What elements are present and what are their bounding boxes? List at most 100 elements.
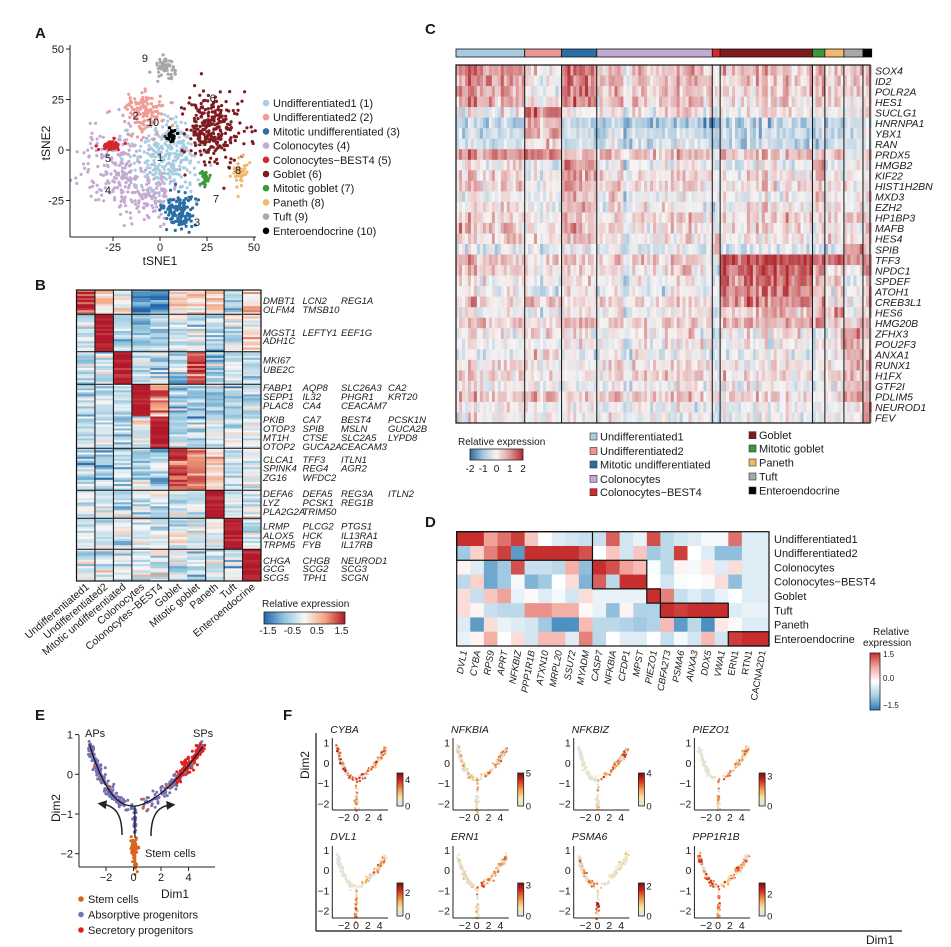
- heatmap-cell: [205, 561, 225, 565]
- heatmap-cell: [537, 349, 541, 361]
- heatmap-cell: [76, 414, 96, 417]
- heatmap-cell: [537, 138, 541, 150]
- heatmap-cell: [527, 328, 532, 340]
- y-axis-title: tSNE2: [39, 125, 53, 160]
- heatmap-cell: [242, 324, 262, 328]
- tsne-point-cluster-1: [182, 157, 186, 162]
- heatmap-cell: [608, 170, 612, 182]
- heatmap-cell: [509, 338, 514, 350]
- heatmap-cell: [473, 65, 478, 76]
- heatmap-cell: [602, 338, 606, 350]
- heatmap-cell: [131, 353, 151, 357]
- heatmap-cell: [558, 412, 562, 424]
- heatmap-cell: [521, 96, 525, 108]
- heatmap-cell: [205, 490, 225, 493]
- heatmap-cell: [113, 368, 133, 371]
- marker-gene-label: EEF1G: [341, 328, 372, 339]
- heatmap-cell: [150, 446, 170, 449]
- tsne-point-cluster-6: [213, 95, 217, 99]
- heatmap-cell: [543, 117, 547, 129]
- heatmap-cell: [582, 222, 586, 234]
- cluster-number-label: 7: [213, 193, 219, 205]
- heatmap-cell: [465, 275, 469, 287]
- heatmap-cell: [561, 317, 565, 329]
- heatmap-cell: [131, 545, 151, 548]
- heatmap-cell: [465, 265, 469, 276]
- heatmap-cell: [224, 502, 243, 505]
- tsne-point-cluster-8: [242, 164, 246, 168]
- tsne-point-cluster-6: [196, 117, 200, 121]
- heatmap-cell: [242, 559, 262, 563]
- heatmap-cell: [515, 107, 520, 118]
- tsne-point-cluster-3: [196, 198, 201, 202]
- heatmap-cell: [524, 180, 529, 192]
- heatmap-cell: [567, 359, 571, 371]
- heatmap-cell: [599, 117, 603, 129]
- tsne-point-cluster-4: [141, 206, 145, 210]
- heatmap-cell: [76, 444, 96, 447]
- x-tick-label: 25: [201, 242, 213, 254]
- heatmap-cell: [94, 428, 114, 431]
- heatmap-cell: [168, 434, 188, 437]
- heatmap-cell: [76, 320, 96, 323]
- heatmap-cell: [242, 555, 262, 559]
- heatmap-cell: [494, 391, 499, 403]
- heatmap-cell: [242, 452, 262, 455]
- heatmap-cell: [629, 138, 633, 150]
- heatmap-cell: [242, 320, 262, 323]
- heatmap-cell: [470, 391, 475, 403]
- heatmap-cell: [555, 296, 559, 308]
- heatmap-cell: [150, 406, 170, 409]
- heatmap-cell: [76, 561, 96, 565]
- tsne-point-cluster-4: [82, 166, 87, 170]
- heatmap-cell: [224, 374, 243, 377]
- heatmap-cell: [187, 322, 206, 325]
- heatmap-cell: [113, 514, 133, 517]
- heatmap-cell: [205, 450, 225, 453]
- heatmap-cell: [491, 86, 496, 97]
- heatmap-cell: [576, 222, 580, 234]
- heatmap-cell: [582, 191, 586, 203]
- heatmap-cell: [611, 180, 615, 192]
- heatmap-cell: [131, 339, 151, 342]
- heatmap-cell: [150, 458, 170, 462]
- heatmap-cell: [76, 404, 96, 407]
- tsne-point-cluster-4: [121, 173, 125, 177]
- tsne-point-cluster-6: [202, 132, 206, 137]
- heatmap-cell: [590, 307, 595, 319]
- heatmap-cell: [614, 86, 618, 97]
- heatmap-cell: [521, 338, 525, 350]
- heatmap-cell: [224, 504, 243, 507]
- heatmap-cell: [465, 180, 469, 192]
- tsne-point-cluster-1: [158, 151, 162, 155]
- heatmap-cell: [602, 412, 606, 424]
- tsne-point-cluster-2: [141, 101, 145, 105]
- heatmap-cell: [205, 404, 225, 407]
- heatmap-cell: [555, 86, 559, 97]
- heatmap-cell: [242, 516, 262, 519]
- heatmap-cell: [224, 339, 243, 342]
- heatmap-cell: [168, 306, 188, 309]
- marker-gene-label: GCG: [263, 564, 285, 575]
- heatmap-cell: [629, 370, 633, 382]
- heatmap-cell: [76, 553, 96, 556]
- heatmap-cell: [113, 458, 133, 462]
- heatmap-cell: [113, 502, 133, 505]
- heatmap-cell: [470, 275, 475, 287]
- tsne-point-cluster-1: [173, 159, 178, 163]
- heatmap-cell: [473, 349, 478, 361]
- heatmap-cell: [76, 328, 96, 332]
- heatmap-cell: [150, 400, 170, 403]
- heatmap-cell: [561, 401, 565, 413]
- heatmap-cell: [629, 349, 633, 361]
- heatmap-cell: [205, 355, 225, 359]
- heatmap-cell: [573, 96, 577, 108]
- heatmap-cell: [168, 512, 188, 515]
- heatmap-cell: [131, 290, 151, 293]
- heatmap-cell: [465, 401, 469, 413]
- heatmap-cell: [242, 388, 262, 391]
- heatmap-cell: [537, 317, 541, 329]
- heatmap-cell: [576, 338, 580, 350]
- heatmap-cell: [626, 338, 630, 350]
- heatmap-cell: [521, 370, 525, 382]
